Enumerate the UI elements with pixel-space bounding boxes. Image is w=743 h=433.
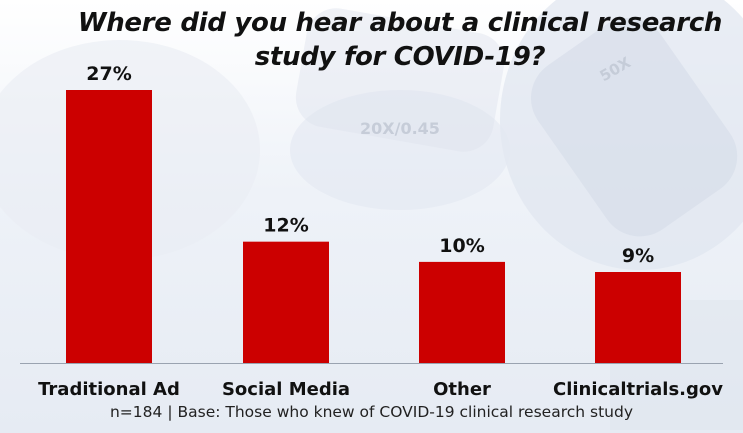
data-label-other: 10% — [439, 235, 484, 257]
chart-title-line-1: Where did you hear about a clinical rese… — [77, 8, 723, 38]
bar-traditional-ad — [66, 90, 152, 363]
chart-title: Where did you hear about a clinical rese… — [70, 6, 730, 74]
bar-clinicaltrials-gov — [595, 272, 681, 363]
sample-size: n=184 — [109, 403, 163, 421]
bar-other — [419, 261, 505, 363]
footnote: n=184 | Base: Those who knew of COVID-19… — [0, 403, 743, 421]
base-description: Base: Those who knew of COVID-19 clinica… — [177, 403, 634, 421]
category-label-other: Other — [433, 379, 491, 400]
chart-title-line-2: study for COVID-19? — [254, 42, 546, 72]
data-label-clinicaltrials-gov: 9% — [622, 245, 654, 267]
footnote-separator: | — [167, 403, 173, 421]
data-label-social-media: 12% — [263, 215, 308, 237]
bar-social-media — [243, 241, 329, 363]
category-label-social-media: Social Media — [222, 379, 350, 400]
category-label-traditional-ad: Traditional Ad — [38, 379, 180, 400]
category-label-clinicaltrials-gov: Clinicaltrials.gov — [553, 379, 723, 400]
